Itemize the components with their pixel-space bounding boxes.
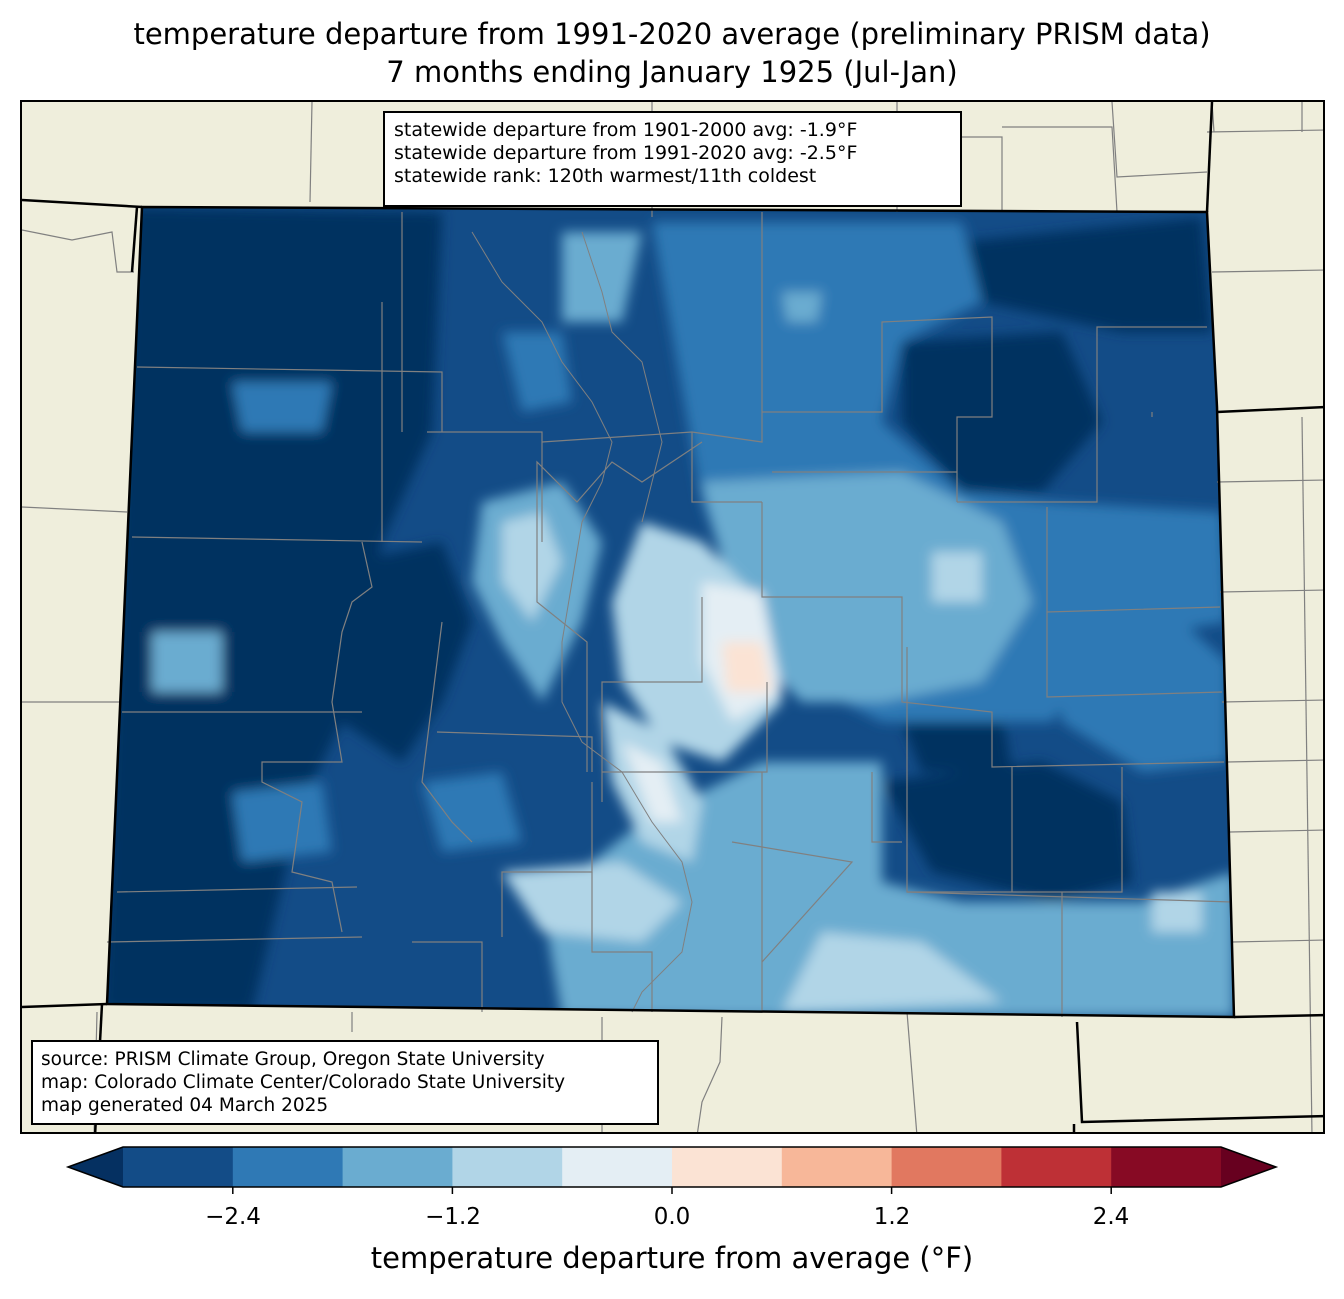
colorbar-segment [781, 1147, 893, 1187]
colorbar-segment [891, 1147, 1002, 1187]
county-lines [22, 102, 1323, 1132]
colorbar-segment [562, 1147, 673, 1187]
map-credit-line: map: Colorado Climate Center/Colorado St… [41, 1072, 566, 1093]
source-line: source: PRISM Climate Group, Oregon Stat… [41, 1049, 545, 1070]
state-boundaries [22, 102, 1323, 1132]
colorbar-tick-label: 2.4 [1092, 1204, 1130, 1230]
colorbar-label: temperature departure from average (°F) [370, 1241, 974, 1275]
colorbar-segment [672, 1147, 783, 1187]
basin-lines [471, 231, 693, 1013]
stats-line-1991-2020: statewide departure from 1991-2020 avg: … [394, 142, 858, 164]
colorbar-over-extension [1221, 1147, 1276, 1187]
map-panel [20, 100, 1325, 1134]
colorbar-tick-label: −1.2 [425, 1204, 481, 1230]
colorbar-segment [123, 1147, 234, 1187]
stats-line-rank: statewide rank: 120th warmest/11th colde… [394, 165, 817, 187]
colorbar-tick-label: 0.0 [653, 1204, 691, 1230]
statewide-stats-box: statewide departure from 1901-2000 avg: … [383, 111, 962, 207]
colorbar [65, 1146, 1279, 1194]
colorbar-tick-label: −2.4 [205, 1204, 261, 1230]
colorbar-segment [1111, 1147, 1222, 1187]
colorbar-segment [1001, 1147, 1112, 1187]
stats-line-1901-2000: statewide departure from 1901-2000 avg: … [394, 119, 858, 141]
colorbar-segment [452, 1147, 563, 1187]
colorbar-outline [65, 1146, 1279, 1188]
colorbar-under-extension [68, 1147, 123, 1187]
map-title-line-1: temperature departure from 1991-2020 ave… [133, 17, 1211, 51]
source-box: source: PRISM Climate Group, Oregon Stat… [31, 1040, 659, 1125]
generated-date-line: map generated 04 March 2025 [41, 1095, 329, 1116]
map-title-line-2: 7 months ending January 1925 (Jul-Jan) [386, 55, 958, 89]
colorbar-tick-label: 1.2 [873, 1204, 911, 1230]
temperature-field [107, 207, 1234, 1017]
colorbar-segment [342, 1147, 453, 1187]
colorbar-segment [232, 1147, 344, 1187]
colorado-temperature-map [22, 102, 1323, 1132]
